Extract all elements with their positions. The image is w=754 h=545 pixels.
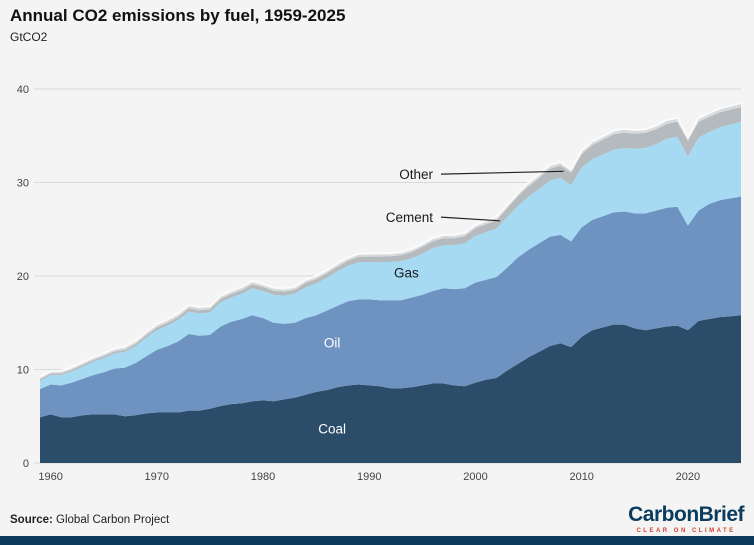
- series-label-gas: Gas: [394, 265, 419, 280]
- carbonbrief-tagline: CLEAR ON CLIMATE: [636, 528, 736, 534]
- total-outline: [39, 101, 742, 378]
- series-label-other: Other: [399, 167, 433, 182]
- x-axis-tick-label: 2000: [463, 471, 487, 483]
- carbonbrief-wordmark: CarbonBrief: [628, 503, 744, 526]
- y-axis-tick-label: 20: [17, 271, 29, 283]
- x-axis-tick-label: 2020: [676, 471, 700, 483]
- x-axis-tick-label: 1990: [357, 471, 381, 483]
- leader-line-other: [440, 170, 564, 175]
- stacked-area-chart: 0 10 20 30 40 1960 1970 1980 1990 2000 2010 2020 Oth…: [17, 84, 742, 483]
- x-axis-tick-label: 2010: [569, 471, 593, 483]
- area-coal: [40, 315, 741, 463]
- series-label-oil: Oil: [324, 335, 341, 350]
- source-line: Source: Global Carbon Project: [10, 514, 169, 526]
- x-axis-tick-label: 1970: [145, 471, 169, 483]
- y-axis-tick-label: 40: [17, 84, 29, 96]
- y-axis-tick-label: 10: [17, 365, 29, 377]
- series-label-cement: Cement: [386, 210, 434, 225]
- leader-line-cement: [440, 216, 500, 222]
- chart-unit-label: GtCO2: [10, 30, 48, 44]
- area-gas: [40, 121, 741, 390]
- area-oil: [40, 196, 741, 418]
- bottom-accent-bar: [0, 536, 754, 545]
- x-axis-tick-label: 1960: [38, 471, 62, 483]
- source-label: Source:: [10, 514, 53, 526]
- y-axis-tick-label: 30: [17, 178, 29, 190]
- carbonbrief-logo: CarbonBrief CLEAR ON CLIMATE: [628, 503, 744, 534]
- area-other: [40, 102, 741, 380]
- x-axis-tick-label: 1980: [251, 471, 275, 483]
- series-label-coal: Coal: [318, 421, 346, 436]
- y-axis-tick-label: 0: [23, 458, 29, 470]
- chart-title: Annual CO2 emissions by fuel, 1959-2025: [10, 6, 346, 25]
- area-cement: [40, 107, 741, 381]
- source-text: Global Carbon Project: [52, 514, 170, 526]
